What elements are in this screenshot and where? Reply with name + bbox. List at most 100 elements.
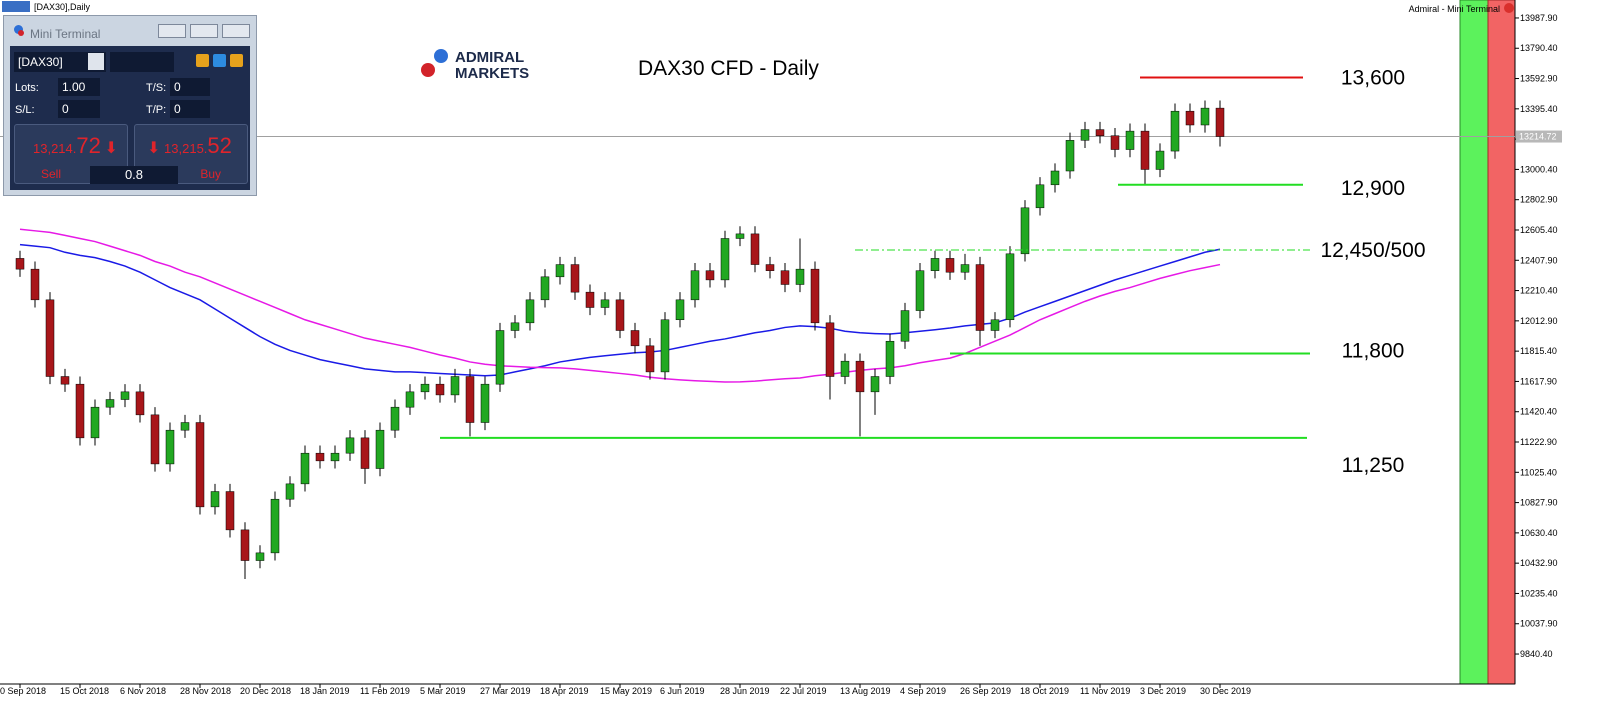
x-tick-label: 5 Mar 2019	[420, 686, 466, 696]
candle-body	[570, 264, 580, 293]
candle-body	[495, 330, 505, 385]
candle-body	[75, 383, 85, 439]
candle-body	[930, 258, 940, 271]
y-tick-label: 11420.40	[1520, 407, 1557, 417]
tool-icon[interactable]	[196, 54, 209, 67]
current-price-box	[1516, 130, 1562, 143]
candle-body	[645, 345, 655, 373]
x-tick-label: 6 Nov 2018	[120, 686, 166, 696]
candle-body	[60, 376, 70, 385]
candle-body	[1215, 107, 1225, 137]
logo-dot-blue	[434, 49, 448, 63]
settings-icon[interactable]	[213, 54, 226, 67]
candle-body	[1020, 207, 1030, 255]
indicator-icon[interactable]	[1504, 3, 1514, 13]
x-tick-label: 11 Feb 2019	[360, 686, 410, 696]
x-tick-label: 22 Jul 2019	[780, 686, 827, 696]
candle-body	[600, 299, 610, 308]
maximize-button[interactable]	[190, 24, 218, 38]
x-tick-label: 6 Jun 2019	[660, 686, 705, 696]
x-tick-label: 15 Oct 2018	[60, 686, 109, 696]
chart-title: DAX30 CFD - Daily	[638, 57, 819, 80]
x-tick-label: 30 Dec 2019	[1200, 686, 1251, 696]
x-tick-label: 20 Dec 2018	[240, 686, 291, 696]
minimize-button[interactable]	[158, 24, 186, 38]
ts-label: T/S:	[146, 82, 167, 94]
symbol-field	[110, 52, 174, 72]
candle-body	[15, 258, 25, 270]
x-tick-label: 18 Apr 2019	[540, 686, 589, 696]
candle-body	[735, 233, 745, 239]
candle-body	[795, 268, 805, 285]
candle-body	[450, 376, 460, 396]
y-tick-label: 10630.40	[1520, 528, 1558, 538]
y-tick-label: 12210.40	[1520, 286, 1558, 296]
candle-body	[105, 399, 115, 408]
candle-body	[1200, 107, 1210, 126]
y-tick-label: 12802.90	[1520, 195, 1558, 205]
candle-body	[840, 360, 850, 377]
candle-body	[255, 552, 265, 561]
window-title: [DAX30],Daily	[34, 2, 91, 12]
candle-body	[900, 310, 910, 342]
dropdown-arrow[interactable]	[88, 53, 104, 70]
candle-body	[90, 406, 100, 439]
candle-body	[660, 319, 670, 373]
spread: 0.8	[90, 166, 178, 184]
sell-button[interactable]: 13,214.72 ⬇ Sell	[14, 124, 128, 184]
candle-body	[675, 299, 685, 321]
candle-body	[555, 264, 565, 278]
candle-body	[345, 437, 355, 454]
y-tick-label: 12407.90	[1520, 255, 1558, 265]
candle-body	[45, 299, 55, 377]
x-tick-label: 3 Dec 2019	[1140, 686, 1186, 696]
candle-body	[915, 270, 925, 311]
y-tick-label: 9840.40	[1520, 649, 1553, 659]
candle-body	[540, 276, 550, 301]
indicator-red-column	[1487, 0, 1516, 685]
x-tick-label: 18 Jan 2019	[300, 686, 350, 696]
ts-input[interactable]: 0	[170, 78, 210, 96]
candle-body	[765, 264, 775, 271]
candle-body	[1065, 140, 1075, 172]
candle-body	[465, 376, 475, 423]
candle-body	[690, 270, 700, 301]
candle-body	[225, 491, 235, 531]
level-label: 11,250	[1342, 454, 1405, 477]
x-tick-label: 15 May 2019	[600, 686, 652, 696]
candle-body	[855, 360, 865, 393]
lots-input[interactable]: 1.00	[58, 78, 100, 96]
symbol-select[interactable]: [DAX30]	[14, 52, 106, 72]
logo-text: MARKETS	[455, 65, 529, 82]
candle-body	[135, 391, 145, 416]
tp-input[interactable]: 0	[170, 100, 210, 118]
tool-icon[interactable]	[230, 54, 243, 67]
candle-body	[780, 270, 790, 285]
candle-body	[1140, 130, 1150, 170]
candle-body	[1005, 253, 1015, 321]
candle-body	[195, 422, 205, 508]
candle-body	[630, 330, 640, 347]
x-tick-label: 28 Jun 2019	[720, 686, 770, 696]
candle-body	[360, 437, 370, 469]
sell-price-pips: 72	[76, 133, 101, 158]
candle-body	[585, 291, 595, 308]
y-tick-label: 10037.90	[1520, 619, 1558, 629]
moving-average	[19, 243, 1221, 377]
candle-body	[825, 322, 835, 377]
close-button[interactable]	[222, 24, 250, 38]
sl-input[interactable]: 0	[58, 100, 100, 118]
x-tick-label: 18 Oct 2019	[1020, 686, 1069, 696]
moving-average	[19, 228, 1221, 383]
candle-body	[420, 383, 430, 393]
candle-body	[300, 452, 310, 485]
candle-body	[330, 452, 340, 462]
candle-body	[210, 491, 220, 508]
sl-label: S/L:	[15, 104, 35, 116]
window-icons	[2, 1, 30, 12]
logo-text: ADMIRAL	[455, 49, 524, 66]
candle-body	[270, 498, 280, 554]
candle-body	[810, 268, 820, 324]
y-tick-label: 12012.90	[1520, 316, 1558, 326]
